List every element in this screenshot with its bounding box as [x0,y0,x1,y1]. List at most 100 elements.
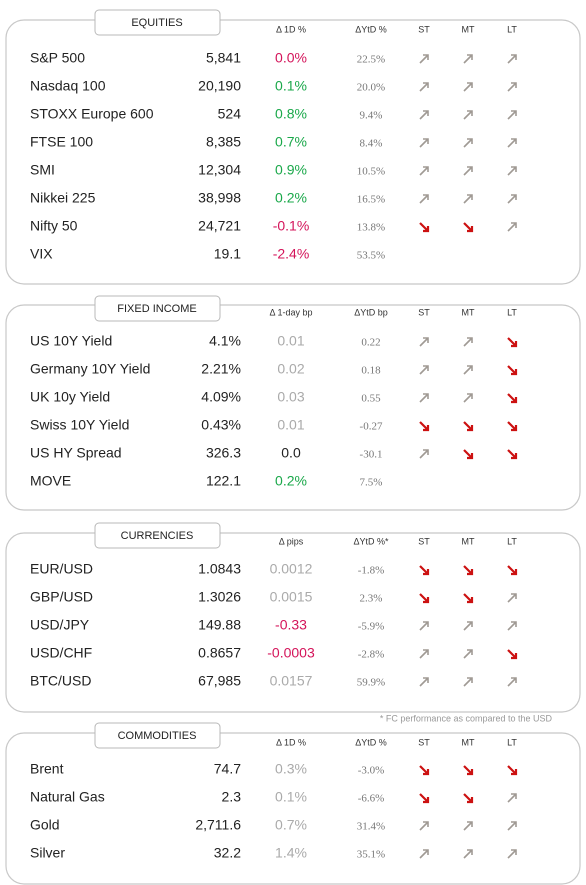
trend-arrow-up [463,337,473,347]
trend-arrow-down [507,337,518,348]
row-value: 122.1 [206,473,241,489]
row-name: VIX [30,246,53,262]
trend-arrow-up [419,194,429,204]
column-header: ST [418,536,430,546]
row-change: 0.7% [275,817,307,833]
row-change: -0.0003 [267,645,315,661]
trend-arrow-up [463,649,473,659]
row-change: 0.1% [275,78,307,94]
panel-title: COMMODITIES [118,730,197,742]
trend-arrow-up [419,449,429,459]
trend-arrow-down [507,365,518,376]
column-header: LT [507,737,517,747]
row-ytd: 31.4% [357,821,385,833]
row-value: 12,304 [198,162,241,178]
row-change: 0.03 [277,389,304,405]
trend-arrow-up [507,793,517,803]
column-header: ST [418,24,430,34]
panel-title: EQUITIES [131,17,182,29]
row-ytd: 20.0% [357,82,385,94]
row-value: 2.21% [201,361,241,377]
trend-arrow-up [507,166,517,176]
row-change: 0.01 [277,417,304,433]
row-name: Nifty 50 [30,218,78,234]
trend-arrow-up [507,82,517,92]
trend-arrow-up [419,677,429,687]
row-ytd: -2.8% [358,649,385,661]
column-header: ΔYtD % [355,24,387,34]
row-value: 5,841 [206,50,241,66]
trend-arrow-up [463,194,473,204]
panel-tab [94,9,221,36]
trend-arrow-up [463,621,473,631]
row-ytd: -3.0% [358,765,385,777]
row-value: 24,721 [198,218,241,234]
trend-arrow-up [463,677,473,687]
row-change: 0.8% [275,106,307,122]
row-value: 1.0843 [198,561,241,577]
trend-arrow-up [419,166,429,176]
panel-title: CURRENCIES [121,530,194,542]
row-name: EUR/USD [30,561,93,577]
trend-arrow-up [419,821,429,831]
trend-arrow-up [463,166,473,176]
row-change: 0.2% [275,190,307,206]
trend-arrow-up [507,110,517,120]
trend-arrow-up [419,365,429,375]
trend-arrow-up [507,849,517,859]
trend-arrow-down [463,593,474,604]
trend-arrow-up [463,138,473,148]
row-ytd: 13.8% [357,222,385,234]
row-change: 0.0% [275,50,307,66]
row-value: 524 [218,106,242,122]
row-name: SMI [30,162,55,178]
trend-arrow-down [419,222,430,233]
row-value: 8,385 [206,134,241,150]
column-header: ST [418,737,430,747]
row-value: 20,190 [198,78,241,94]
row-name: MOVE [30,473,71,489]
trend-arrow-down [463,765,474,776]
panel [5,732,581,885]
row-change: 0.2% [275,473,307,489]
column-header: LT [507,536,517,546]
column-header: ST [418,307,430,317]
column-header: MT [462,307,475,317]
row-ytd: 53.5% [357,250,385,262]
row-ytd: 7.5% [360,477,383,489]
row-value: 4.09% [201,389,241,405]
trend-arrow-up [507,222,517,232]
row-value: 1.3026 [198,589,241,605]
trend-arrow-up [419,649,429,659]
footnote: * FC performance as compared to the USD [380,713,553,723]
row-change: 0.02 [277,361,304,377]
trend-arrow-up [507,821,517,831]
trend-arrow-down [419,765,430,776]
row-name: US HY Spread [30,445,122,461]
trend-arrow-up [419,393,429,403]
panel-tab [94,722,221,749]
trend-arrow-up [507,194,517,204]
row-change: 1.4% [275,845,307,861]
row-value: 32.2 [214,845,241,861]
trend-arrow-up [419,82,429,92]
row-value: 149.88 [198,617,241,633]
trend-arrow-down [419,593,430,604]
trend-arrow-up [419,621,429,631]
row-change: 0.3% [275,761,307,777]
trend-arrow-up [463,365,473,375]
trend-arrow-down [463,793,474,804]
row-ytd: 2.3% [360,593,383,605]
panel [5,532,581,713]
trend-arrow-up [507,621,517,631]
trend-arrow-up [463,54,473,64]
trend-arrow-up [507,593,517,603]
panel-tab [94,522,221,549]
row-change: 0.9% [275,162,307,178]
row-ytd: 22.5% [357,54,385,66]
panel-title: FIXED INCOME [117,303,196,315]
row-name: Nasdaq 100 [30,78,106,94]
row-value: 2,711.6 [195,817,241,833]
trend-arrow-down [507,565,518,576]
row-ytd: -1.8% [358,565,385,577]
